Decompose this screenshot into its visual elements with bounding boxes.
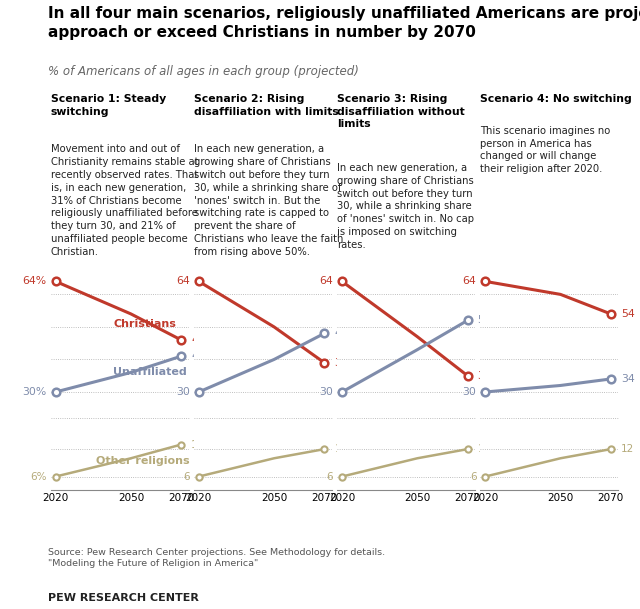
Text: 6: 6 [184,471,190,482]
Text: Scenario 4: No switching: Scenario 4: No switching [480,94,632,104]
Text: Other religions: Other religions [96,456,189,465]
Text: 13: 13 [191,440,204,449]
Text: 64: 64 [463,276,476,286]
Text: This scenario imagines no
person in America has
changed or will change
their rel: This scenario imagines no person in Amer… [480,126,611,174]
Text: 30: 30 [319,387,333,397]
Text: Source: Pew Research Center projections. See Methodology for details.
"Modeling : Source: Pew Research Center projections.… [48,548,385,568]
Text: 12: 12 [621,444,634,454]
Text: Movement into and out of
Christianity remains stable at
recently observed rates.: Movement into and out of Christianity re… [51,144,198,257]
Text: 30%: 30% [22,387,47,397]
Text: 39: 39 [334,357,348,368]
Text: 30: 30 [463,387,476,397]
Text: 30: 30 [176,387,190,397]
Text: Unaffiliated: Unaffiliated [113,367,187,378]
Text: In all four main scenarios, religiously unaffiliated Americans are projected to
: In all four main scenarios, religiously … [48,6,640,40]
Text: 6: 6 [326,471,333,482]
Text: Scenario 2: Rising
disaffiliation with limits: Scenario 2: Rising disaffiliation with l… [194,94,339,117]
Text: PEW RESEARCH CENTER: PEW RESEARCH CENTER [48,593,199,603]
Text: 64: 64 [176,276,190,286]
Text: 12: 12 [477,444,491,454]
Text: In each new generation, a
growing share of Christians
switch out before they tur: In each new generation, a growing share … [194,144,343,257]
Text: Scenario 3: Rising
disaffiliation without
limits: Scenario 3: Rising disaffiliation withou… [337,94,465,129]
Text: 52: 52 [477,315,492,325]
Text: 46: 46 [191,335,205,345]
Text: 12: 12 [334,444,348,454]
Text: 34: 34 [621,374,634,384]
Text: 48: 48 [334,328,348,339]
Text: 64: 64 [319,276,333,286]
Text: 35: 35 [477,371,492,381]
Text: 6%: 6% [30,471,47,482]
Text: 6: 6 [470,471,476,482]
Text: 54: 54 [621,309,634,319]
Text: % of Americans of all ages in each group (projected): % of Americans of all ages in each group… [48,65,359,79]
Text: 41: 41 [191,351,205,361]
Text: Scenario 1: Steady
switching: Scenario 1: Steady switching [51,94,166,117]
Text: 64%: 64% [22,276,47,286]
Text: In each new generation, a
growing share of Christians
switch out before they tur: In each new generation, a growing share … [337,163,474,250]
Text: Christians: Christians [113,319,176,329]
